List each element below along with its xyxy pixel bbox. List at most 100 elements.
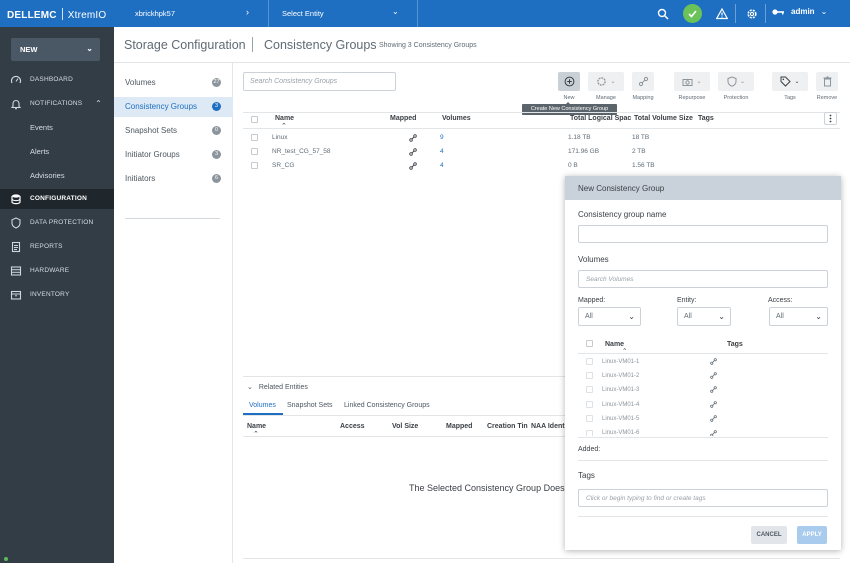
nav-configuration-label: CONFIGURATION bbox=[30, 195, 88, 202]
col-total-logical[interactable]: Total Logical Spac bbox=[570, 115, 632, 122]
settings-icon[interactable] bbox=[743, 5, 760, 22]
page-title: Storage Configuration bbox=[124, 38, 246, 52]
volume-list[interactable]: Name ⌃ Tags Linux-VM01-1 Linux-VM01-2 Li… bbox=[578, 336, 828, 436]
apply-button[interactable]: APPLY bbox=[797, 526, 827, 544]
tab-volumes[interactable]: Volumes bbox=[249, 402, 276, 409]
inventory-icon bbox=[10, 290, 22, 300]
volume-name: Linux-VM01-3 bbox=[602, 387, 640, 393]
nav-dashboard[interactable]: DASHBOARD bbox=[0, 70, 114, 90]
col-tags[interactable]: Tags bbox=[698, 115, 714, 122]
user-menu[interactable]: admin ⌄ bbox=[772, 7, 827, 16]
mapped-link-icon bbox=[710, 386, 717, 393]
volume-checkbox[interactable] bbox=[586, 430, 593, 436]
tags-button[interactable]: ⌄ Tags bbox=[772, 72, 808, 104]
select-all-checkbox[interactable] bbox=[251, 116, 258, 123]
nav-advisories-label: Advisories bbox=[30, 171, 65, 180]
tags-input[interactable]: Click or begin typing to find or create … bbox=[578, 489, 828, 507]
entity-filter-label: Entity: bbox=[677, 297, 697, 304]
related-entities-title: Related Entities bbox=[258, 384, 308, 391]
alert-icon[interactable] bbox=[713, 5, 730, 22]
search-volumes-input[interactable]: Search Volumes bbox=[578, 270, 828, 288]
bell-icon bbox=[10, 100, 22, 110]
cg-volume-count[interactable]: 9 bbox=[440, 134, 444, 141]
mapping-button[interactable]: Mapping bbox=[632, 72, 654, 104]
vol-col-name[interactable]: Name bbox=[605, 341, 625, 348]
brand-dellemc: DELLEMC bbox=[7, 10, 57, 21]
entity-selector[interactable]: Select Entity ⌄ bbox=[268, 0, 418, 27]
vol-col-tags[interactable]: Tags bbox=[727, 341, 743, 348]
row-checkbox[interactable] bbox=[251, 148, 258, 155]
nav-notifications[interactable]: NOTIFICATIONS ⌃ bbox=[0, 94, 114, 114]
gauge-icon bbox=[10, 75, 22, 84]
rel-col-access[interactable]: Access bbox=[340, 423, 365, 430]
cluster-selector[interactable]: xbrickhpk57 › bbox=[114, 0, 268, 27]
volume-checkbox[interactable] bbox=[586, 415, 593, 422]
entity-filter-select[interactable]: All ⌄ bbox=[677, 307, 731, 326]
top-bar: DELLEMC XtremIO xbrickhpk57 › Select Enti… bbox=[0, 0, 850, 27]
row-checkbox[interactable] bbox=[251, 134, 258, 141]
nav-alerts[interactable]: Alerts bbox=[0, 142, 114, 162]
repurpose-button[interactable]: ⌄ Repurpose bbox=[674, 72, 710, 104]
col-total-volume-size[interactable]: Total Volume Size bbox=[634, 115, 693, 122]
new-label: New bbox=[563, 95, 575, 101]
access-filter-value: All bbox=[776, 313, 784, 320]
col-name[interactable]: Name bbox=[275, 115, 295, 122]
rel-col-creation-time[interactable]: Creation Tin bbox=[487, 423, 528, 430]
cg-name-label: Consistency group name bbox=[578, 210, 667, 219]
cg-volume-size: 18 TB bbox=[632, 134, 650, 141]
more-options-icon[interactable] bbox=[824, 112, 837, 125]
report-icon bbox=[11, 241, 21, 253]
tab-snapshot-sets[interactable]: Snapshot Sets bbox=[287, 402, 333, 409]
protection-button[interactable]: ⌄ Protection bbox=[718, 72, 754, 104]
tab-linked-consistency-groups[interactable]: Linked Consistency Groups bbox=[344, 402, 430, 409]
related-entities-toggle[interactable]: ⌄ Related Entities bbox=[247, 383, 308, 391]
volume-checkbox[interactable] bbox=[586, 386, 593, 393]
cg-name: NR_test_CG_57_58 bbox=[272, 148, 331, 155]
search-icon[interactable] bbox=[654, 5, 671, 22]
mapped-filter-select[interactable]: All ⌄ bbox=[578, 307, 641, 326]
volume-checkbox[interactable] bbox=[586, 372, 593, 379]
rel-col-name[interactable]: Name bbox=[247, 423, 267, 430]
cg-name-input[interactable] bbox=[578, 225, 828, 243]
col-mapped[interactable]: Mapped bbox=[390, 115, 417, 122]
sort-up-icon: ⌃ bbox=[281, 123, 287, 130]
nav-inventory[interactable]: INVENTORY bbox=[0, 285, 114, 305]
volume-name: Linux-VM01-4 bbox=[602, 402, 640, 408]
rel-col-mapped[interactable]: Mapped bbox=[446, 423, 473, 430]
nav-hardware[interactable]: HARDWARE bbox=[0, 261, 114, 281]
nav-reports[interactable]: REPORTS bbox=[0, 237, 114, 257]
nav-data-protection[interactable]: DATA PROTECTION bbox=[0, 213, 114, 233]
category-consistency-groups[interactable]: Consistency Groups 3 bbox=[114, 97, 233, 117]
row-checkbox[interactable] bbox=[251, 162, 258, 169]
search-consistency-groups-input[interactable]: Search Consistency Groups bbox=[243, 72, 396, 91]
remove-button[interactable]: Remove bbox=[816, 72, 838, 104]
shield-icon bbox=[727, 76, 737, 87]
select-all-volumes-checkbox[interactable] bbox=[586, 340, 593, 347]
category-initiators[interactable]: Initiators 6 bbox=[114, 169, 233, 189]
access-filter-select[interactable]: All ⌄ bbox=[769, 307, 828, 326]
cg-volume-count[interactable]: 4 bbox=[440, 148, 444, 155]
manage-button[interactable]: ⌄ Manage bbox=[588, 72, 624, 104]
rel-col-naa-identifier[interactable]: NAA Identi bbox=[531, 423, 567, 430]
cancel-button[interactable]: CANCEL bbox=[751, 526, 787, 544]
brand-logo: DELLEMC XtremIO bbox=[7, 8, 106, 21]
rel-col-vol-size[interactable]: Vol Size bbox=[392, 423, 419, 430]
category-label: Consistency Groups bbox=[125, 102, 198, 111]
category-snapshot-sets[interactable]: Snapshot Sets 0 bbox=[114, 121, 233, 141]
col-volumes[interactable]: Volumes bbox=[442, 115, 471, 122]
category-volumes[interactable]: Volumes 27 bbox=[114, 73, 233, 93]
key-icon bbox=[772, 8, 784, 15]
nav-advisories[interactable]: Advisories bbox=[0, 166, 114, 186]
volume-checkbox[interactable] bbox=[586, 401, 593, 408]
new-button[interactable]: NEW ⌄ bbox=[11, 38, 100, 61]
cg-volume-count[interactable]: 4 bbox=[440, 162, 444, 169]
category-initiator-groups[interactable]: Initiator Groups 3 bbox=[114, 145, 233, 165]
new-cg-button[interactable]: New bbox=[558, 72, 580, 104]
status-ok-icon[interactable] bbox=[683, 4, 702, 23]
mapped-link-icon bbox=[710, 358, 717, 365]
brand-product: XtremIO bbox=[67, 10, 107, 21]
nav-configuration[interactable]: CONFIGURATION bbox=[0, 189, 114, 209]
volume-checkbox[interactable] bbox=[586, 358, 593, 365]
mapped-link-icon bbox=[710, 372, 717, 379]
nav-events[interactable]: Events bbox=[0, 118, 114, 138]
